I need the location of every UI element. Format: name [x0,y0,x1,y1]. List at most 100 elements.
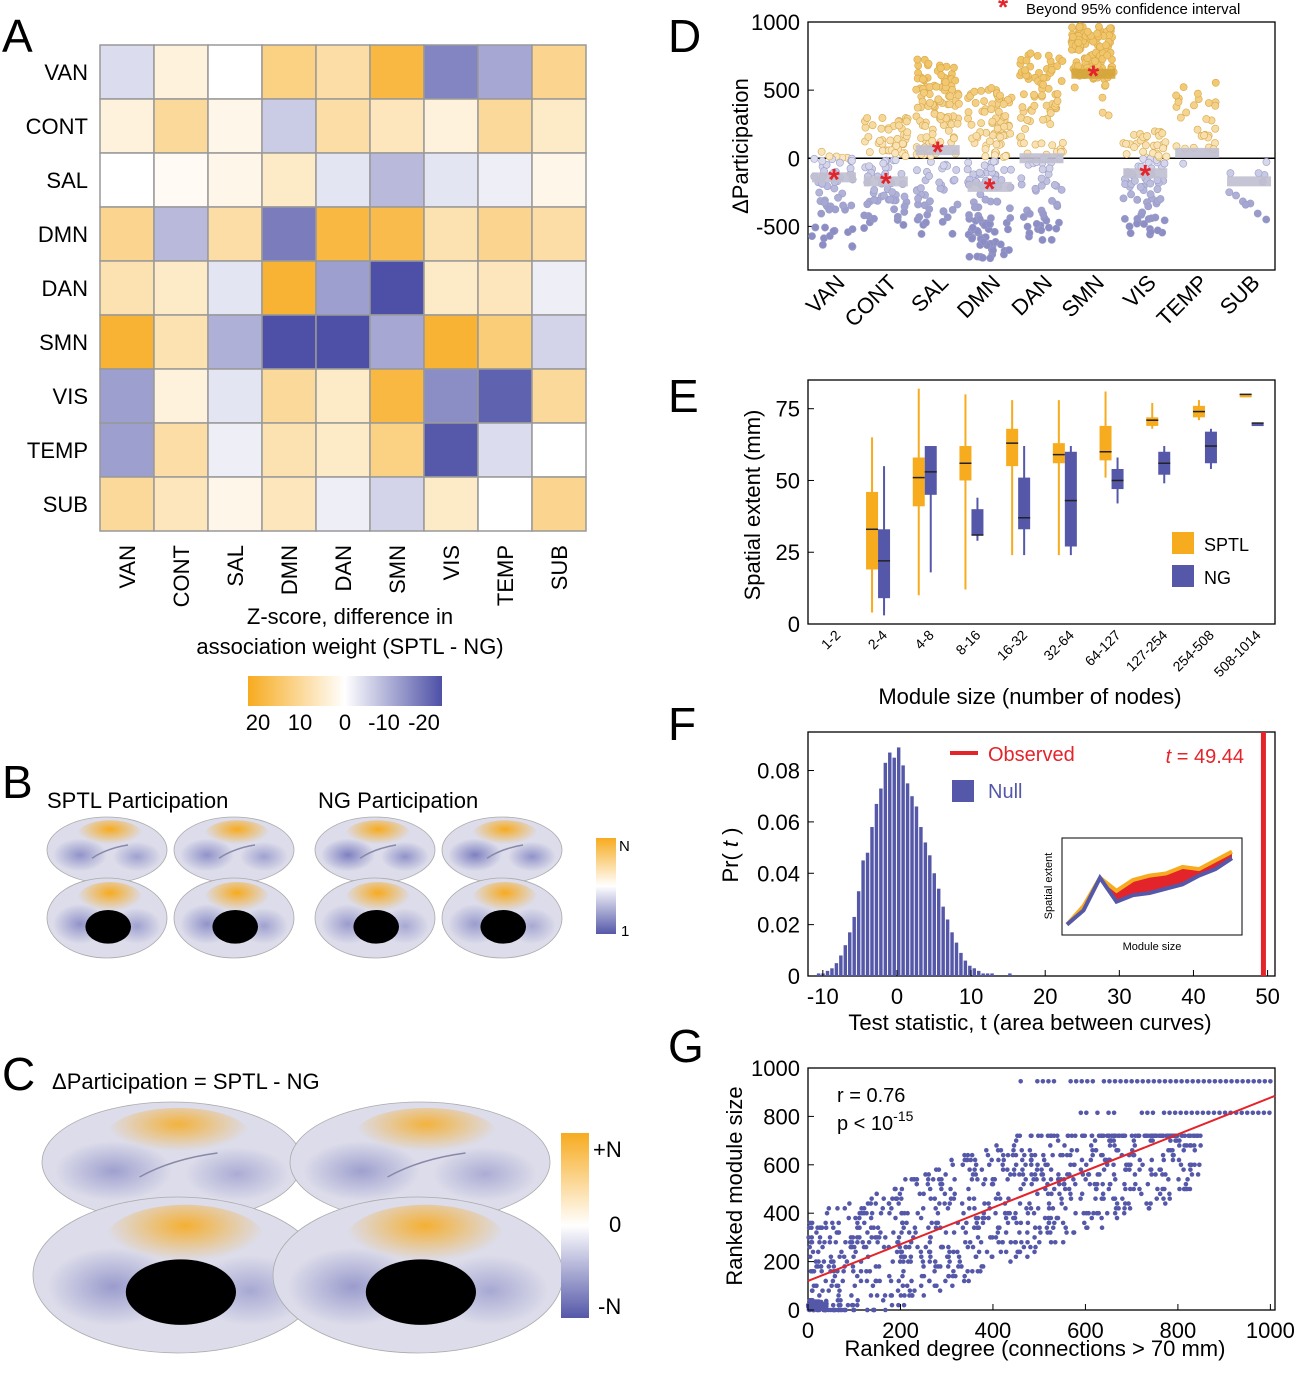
heatmap-cell [369,260,425,316]
data-point [970,203,979,212]
data-point [1149,1172,1154,1177]
heatmap-cell [531,44,587,100]
data-point [1154,1196,1160,1201]
data-point [1038,91,1046,100]
data-point [913,103,922,112]
data-point [928,137,937,145]
heatmap-cell [477,314,533,370]
data-point [835,1206,840,1211]
panel-c-colorbar [561,1133,589,1318]
data-point [1032,1235,1037,1240]
data-point [967,1167,972,1172]
data-point [847,1239,853,1245]
data-point [972,1167,977,1172]
data-point [917,184,925,193]
data-point [1122,139,1130,148]
data-point [1073,1133,1078,1139]
heatmap-cell [315,314,371,370]
data-point [864,1268,869,1274]
data-point [954,91,963,100]
data-point [821,223,829,232]
histogram-bar [874,803,879,976]
data-point [976,1249,982,1255]
data-point [1068,1196,1074,1201]
data-point [952,166,961,174]
data-point [980,1215,986,1221]
ytick-label: 25 [776,540,800,565]
box [1099,425,1112,461]
data-point [909,1293,915,1298]
data-point [934,95,943,104]
ytick-label: 0.02 [757,913,800,938]
data-point [1154,1133,1159,1139]
data-point [1030,90,1038,99]
data-point [1176,1177,1181,1182]
data-point [1090,1147,1095,1153]
data-point [817,1293,822,1298]
xtick-label: 20 [1033,984,1057,1009]
data-point [823,1220,828,1226]
data-point [1094,1186,1099,1192]
data-point [1033,51,1042,60]
histogram-bar [892,757,896,976]
data-point [1232,191,1240,200]
data-point [1262,1079,1268,1084]
data-point [848,1244,854,1250]
data-point [1182,108,1191,117]
data-point [1141,141,1150,150]
data-point [1198,1143,1203,1148]
data-point [868,1215,874,1221]
data-point [817,147,826,156]
data-point [1039,115,1047,124]
data-point [904,1220,909,1226]
data-point [1153,1172,1158,1177]
data-point [1122,1201,1128,1206]
heatmap-cell [369,98,425,154]
data-point [1083,27,1092,36]
data-point [1112,1177,1118,1182]
data-point [1049,1191,1054,1197]
data-point [1051,1133,1057,1139]
data-point [1197,1162,1202,1168]
data-point [947,1259,952,1264]
data-point [1167,1110,1172,1116]
data-point [882,1293,888,1298]
data-point [1053,97,1062,105]
data-point [964,108,973,117]
data-point [1068,23,1076,32]
histogram-bar [888,752,892,976]
data-point [848,242,857,251]
data-point [1189,1110,1195,1116]
data-point [1268,1079,1273,1084]
data-point [986,1215,991,1221]
data-point [1132,1172,1138,1177]
data-point [1114,1201,1120,1206]
data-point [1089,1133,1095,1139]
xtick-label: 200 [882,1318,919,1343]
data-point [1029,1172,1034,1177]
heatmap-cell [423,44,479,100]
data-point [1092,1138,1098,1143]
data-point [847,156,856,165]
data-point [1065,1133,1071,1139]
heatmap-cell [531,422,587,478]
inset-line-ng [1065,856,1234,927]
data-point [1071,1177,1076,1182]
brain-medial-wall [85,910,131,944]
data-point [1161,1157,1167,1163]
histogram-bar [856,891,861,976]
data-point [903,1244,908,1250]
data-point [1038,165,1047,174]
data-point [1074,38,1083,47]
data-point [898,1249,904,1255]
heatmap-cell [423,98,479,154]
data-point [957,1259,963,1264]
heatmap-cell [153,314,209,370]
data-point [844,1259,850,1264]
histogram-bar [963,960,968,976]
data-point [966,1206,972,1211]
data-point [1003,1215,1009,1221]
data-point [997,1196,1003,1201]
data-point [1146,179,1155,188]
data-point [826,1264,832,1269]
